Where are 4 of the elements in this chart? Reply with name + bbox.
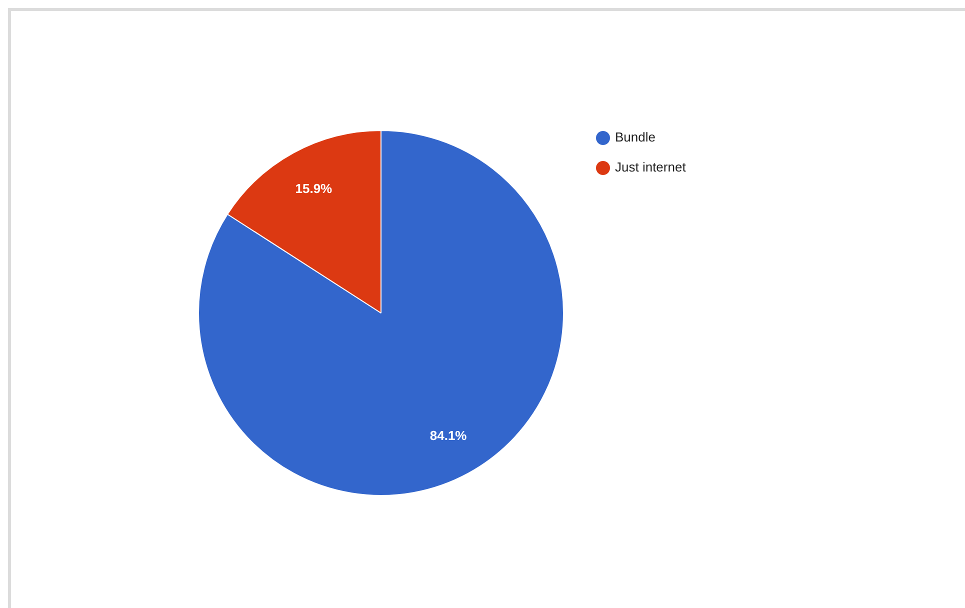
data-label: 15.9% [295,181,333,196]
legend-label: Just internet [615,160,686,175]
legend-label: Bundle [615,130,656,145]
data-label: 84.1% [430,428,468,443]
